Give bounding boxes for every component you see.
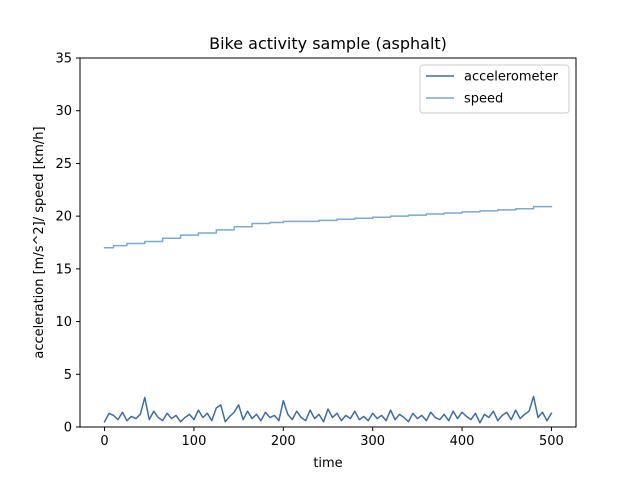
chart-title: Bike activity sample (asphalt) (209, 34, 447, 53)
series-line-speed (103, 205, 553, 249)
plot-area (103, 205, 553, 424)
x-tick-label: 200 (271, 434, 296, 449)
y-tick-label: 30 (55, 104, 72, 119)
legend-label-accelerometer: accelerometer (464, 70, 559, 85)
y-tick-label: 15 (55, 262, 72, 277)
y-tick-label: 5 (64, 368, 72, 383)
y-tick-label: 35 (55, 52, 72, 67)
y-tick-label: 20 (55, 210, 72, 225)
y-tick-label: 25 (55, 157, 72, 172)
legend-box (419, 64, 570, 114)
x-tick-label: 500 (539, 434, 564, 449)
y-tick-label: 0 (64, 421, 72, 436)
axes-frame (79, 57, 577, 428)
y-tick-label: 10 (55, 315, 72, 330)
x-tick-label: 100 (182, 434, 207, 449)
y-axis-label: acceleration [m/s^2]/ speed [km/h] (32, 126, 47, 358)
legend-label-speed: speed (464, 92, 503, 107)
x-axis-label: time (313, 456, 342, 471)
x-tick-label: 400 (450, 434, 475, 449)
x-tick-label: 300 (360, 434, 385, 449)
x-tick-label: 0 (100, 434, 108, 449)
series-line-accelerometer (103, 395, 553, 424)
legend: accelerometer speed (419, 64, 570, 114)
axes: 0 100 200 300 400 500 0 5 10 15 20 25 30 35 (55, 52, 577, 449)
